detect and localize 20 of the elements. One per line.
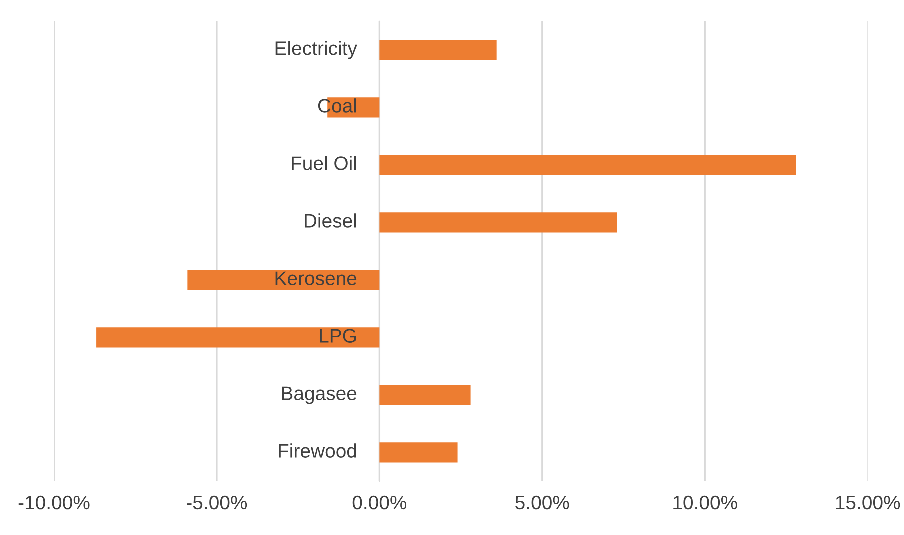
bar: [380, 212, 618, 233]
y-tick-label: Firewood: [279, 444, 356, 458]
y-tick-label: Bagasee: [282, 386, 357, 404]
x-tick-label: 5.00%: [516, 496, 570, 510]
bar: [380, 442, 458, 463]
x-tick-label: 0.00%: [352, 496, 407, 510]
y-tick-label: LPG: [320, 329, 356, 343]
x-tick-label: 10.00%: [674, 496, 738, 510]
y-tick-label: Fuel Oil: [292, 156, 356, 170]
y-tick-label: Diesel: [305, 214, 356, 228]
bar: [380, 385, 471, 406]
bar: [380, 40, 497, 60]
bar: [380, 155, 796, 176]
x-tick-label: 15.00%: [836, 496, 900, 510]
x-tick-label: -10.00%: [18, 496, 90, 510]
bar: [96, 328, 380, 348]
x-tick-label: -5.00%: [187, 496, 248, 510]
bar: [188, 270, 380, 290]
y-tick-label: Electricity: [276, 41, 358, 60]
y-tick-label: Kerosene: [276, 272, 357, 286]
